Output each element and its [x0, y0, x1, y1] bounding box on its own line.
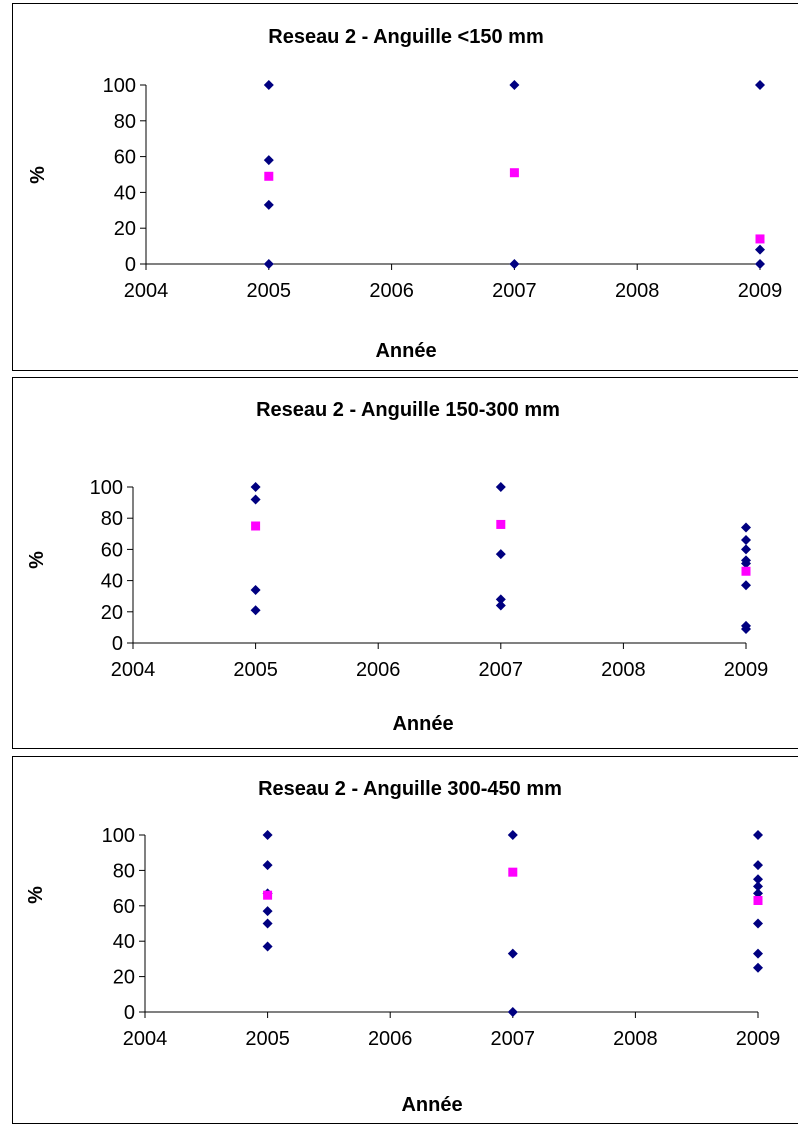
- x-tick-label: 2008: [613, 1028, 658, 1050]
- data-point-diamond: [741, 535, 751, 546]
- data-point-diamond: [250, 584, 261, 595]
- y-tick-label: 60: [101, 539, 123, 561]
- data-point-square: [509, 168, 519, 178]
- data-point-diamond: [741, 522, 751, 533]
- x-tick-label: 2006: [356, 659, 401, 681]
- data-point-square: [263, 890, 273, 900]
- x-tick-label: 2009: [724, 659, 769, 681]
- y-tick-label: 80: [101, 508, 123, 530]
- y-axis-label: %: [26, 551, 48, 569]
- y-tick-label: 100: [102, 825, 135, 847]
- scatter-chart-300-450: Reseau 2 - Anguille 300-450 mm Année % 0…: [25, 778, 781, 1116]
- y-tick-label: 20: [114, 218, 136, 240]
- data-point-diamond: [753, 830, 763, 840]
- x-axis-label: Année: [401, 1094, 462, 1116]
- data-point-diamond: [263, 80, 274, 90]
- x-tick-label: 2008: [601, 659, 646, 681]
- y-tick-label: 0: [125, 254, 136, 276]
- data-point-diamond: [507, 830, 518, 840]
- y-tick-label: 60: [114, 147, 136, 169]
- data-point-diamond: [753, 888, 763, 899]
- data-point-diamond: [755, 259, 765, 269]
- y-tick-label: 100: [103, 75, 136, 97]
- y-axis-label: %: [25, 886, 47, 904]
- x-tick-label: 2005: [245, 1028, 290, 1050]
- data-point-diamond: [753, 918, 763, 929]
- data-point-diamond: [263, 199, 274, 210]
- data-point-diamond: [755, 80, 765, 90]
- data-point-diamond: [262, 906, 273, 917]
- x-tick-label: 2005: [247, 280, 292, 302]
- data-point-square: [753, 895, 763, 905]
- data-point-diamond: [495, 594, 506, 605]
- x-tick-label: 2008: [615, 280, 660, 302]
- data-point-square: [741, 566, 751, 576]
- data-point-diamond: [262, 830, 273, 840]
- x-tick-label: 2006: [369, 280, 414, 302]
- y-tick-label: 60: [113, 896, 135, 918]
- x-tick-label: 2009: [736, 1028, 781, 1050]
- chart-title: Reseau 2 - Anguille <150 mm: [268, 26, 543, 48]
- chart-panel-300-450: Reseau 2 - Anguille 300-450 mm Année % 0…: [12, 756, 798, 1124]
- data-point-diamond: [753, 860, 763, 871]
- scatter-chart-150-300: Reseau 2 - Anguille 150-300 mm Année % 0…: [26, 399, 769, 735]
- data-point-diamond: [741, 580, 751, 591]
- data-point-diamond: [263, 155, 274, 166]
- y-tick-label: 0: [124, 1002, 135, 1024]
- data-point-diamond: [741, 623, 751, 634]
- data-point-diamond: [741, 544, 751, 555]
- data-point-diamond: [495, 549, 506, 560]
- scatter-chart-lt150: Reseau 2 - Anguille <150 mm Année % 0 20 4…: [27, 26, 783, 362]
- x-axis-label: Année: [375, 340, 436, 362]
- x-tick-label: 2004: [124, 280, 169, 302]
- x-tick-label: 2007: [492, 280, 537, 302]
- y-tick-label: 40: [113, 931, 135, 953]
- x-tick-label: 2004: [123, 1028, 168, 1050]
- chart-title: Reseau 2 - Anguille 150-300 mm: [256, 399, 560, 421]
- data-point-square: [755, 234, 765, 244]
- chart-panel-lt150: Reseau 2 - Anguille <150 mm Année % 0 20 4…: [12, 3, 798, 371]
- x-tick-label: 2006: [368, 1028, 413, 1050]
- data-point-diamond: [753, 881, 763, 892]
- y-tick-label: 100: [90, 477, 123, 499]
- x-axis-label: Année: [392, 713, 453, 735]
- y-axis-label: %: [27, 166, 49, 184]
- data-point-diamond: [753, 948, 763, 959]
- data-point-square: [251, 521, 261, 531]
- y-tick-label: 40: [114, 182, 136, 204]
- data-point-diamond: [507, 948, 518, 959]
- data-point-square: [508, 867, 518, 877]
- chart-panel-150-300: Reseau 2 - Anguille 150-300 mm Année % 0…: [12, 377, 798, 749]
- data-point-diamond: [507, 1007, 518, 1017]
- data-point-square: [264, 171, 274, 181]
- data-point-diamond: [755, 244, 765, 255]
- y-tick-label: 0: [112, 633, 123, 655]
- x-tick-label: 2007: [479, 659, 524, 681]
- chart-title: Reseau 2 - Anguille 300-450 mm: [258, 778, 562, 800]
- data-point-diamond: [262, 941, 273, 952]
- y-tick-label: 80: [114, 111, 136, 133]
- data-point-diamond: [262, 860, 273, 871]
- data-point-diamond: [495, 600, 506, 611]
- x-tick-label: 2004: [111, 659, 156, 681]
- data-point-diamond: [250, 494, 261, 505]
- data-point-diamond: [262, 918, 273, 929]
- y-tick-label: 40: [101, 571, 123, 593]
- data-point-diamond: [509, 259, 520, 269]
- data-point-diamond: [741, 558, 751, 569]
- x-tick-label: 2005: [233, 659, 278, 681]
- y-tick-label: 20: [101, 602, 123, 624]
- x-tick-label: 2009: [738, 280, 783, 302]
- y-tick-label: 80: [113, 860, 135, 882]
- data-point-diamond: [250, 482, 261, 492]
- data-point-diamond: [250, 605, 261, 616]
- data-point-diamond: [509, 80, 520, 90]
- data-point-diamond: [753, 962, 763, 973]
- data-point-square: [496, 519, 506, 529]
- data-point-diamond: [495, 482, 506, 492]
- data-point-diamond: [753, 874, 763, 885]
- data-point-diamond: [263, 259, 274, 269]
- y-tick-label: 20: [113, 967, 135, 989]
- x-tick-label: 2007: [491, 1028, 536, 1050]
